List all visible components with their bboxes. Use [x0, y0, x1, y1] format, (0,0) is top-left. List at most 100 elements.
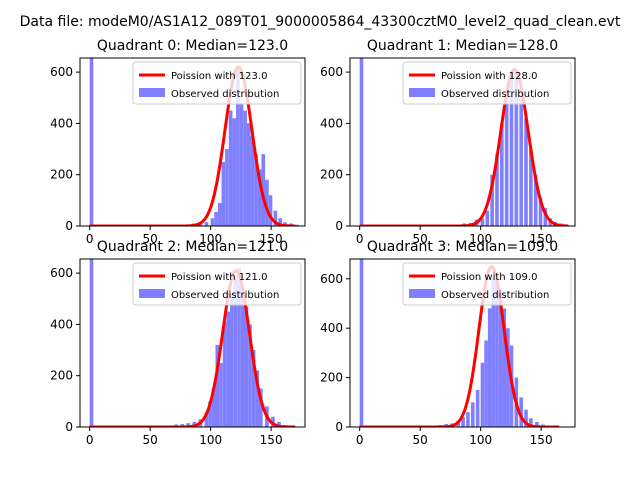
histogram-bar [239, 102, 244, 226]
y-tick-label: 200 [320, 168, 343, 182]
y-tick-label: 600 [320, 272, 343, 286]
histogram-bar [210, 218, 215, 226]
legend-box [402, 262, 572, 306]
histogram-bar [243, 110, 247, 226]
legend-entry-observed: Observed distribution [441, 89, 549, 100]
legend-bar-swatch [409, 289, 435, 298]
histogram-bar [524, 409, 528, 427]
histogram-bar [283, 222, 287, 226]
histogram-bar [533, 174, 538, 226]
x-tick-label: 100 [199, 433, 222, 447]
histogram-bar [222, 321, 227, 427]
histogram-bar [487, 308, 492, 427]
histogram-bar [265, 179, 269, 226]
quadrant-2-plot-area [89, 259, 296, 427]
histogram-bar [519, 397, 523, 427]
legend-entry-fit: Poission with 128.0 [441, 71, 537, 82]
histogram-bar [466, 412, 470, 427]
histogram-bar [538, 197, 543, 226]
histogram-bar [219, 362, 223, 427]
x-tick-label: 50 [143, 433, 158, 447]
histogram-bar [490, 174, 494, 226]
histogram-bar [485, 210, 490, 226]
histogram-bar [475, 389, 480, 427]
y-tick-label: 200 [50, 168, 73, 182]
legend: Poission with 123.0 Observed distribution [132, 61, 302, 105]
x-tick-label: 0 [356, 232, 364, 246]
histogram-bar [208, 401, 212, 427]
legend: Poission with 121.0 Observed distribution [132, 262, 302, 306]
histogram-bar [535, 422, 539, 427]
histogram-bar [244, 306, 249, 427]
histogram-bar [248, 324, 252, 427]
y-tick-label: 400 [50, 116, 73, 130]
x-tick-label: 150 [260, 232, 283, 246]
x-tick-label: 100 [469, 433, 492, 447]
histogram-bar [495, 278, 499, 427]
legend-bar-swatch [139, 88, 165, 97]
x-tick-label: 100 [199, 232, 222, 246]
histogram-bar [250, 136, 255, 226]
histogram-bar [491, 278, 496, 427]
x-tick-label: 150 [260, 433, 283, 447]
legend-entry-observed: Observed distribution [171, 290, 279, 301]
histogram-bar [217, 202, 222, 226]
histogram-bar [480, 362, 485, 427]
histogram-bar [268, 195, 273, 226]
histogram-bar [500, 123, 504, 226]
histogram-bar [228, 110, 233, 226]
histogram-bar [214, 211, 218, 226]
quadrant-1-plot-area [359, 58, 569, 226]
histogram-bar [506, 328, 510, 427]
legend-box [402, 61, 572, 105]
x-tick-label: 150 [530, 232, 553, 246]
x-tick-label: 50 [413, 433, 428, 447]
y-tick-label: 600 [320, 65, 343, 79]
histogram-bar [259, 388, 263, 427]
histogram-bar [273, 210, 278, 226]
histogram-bar [543, 208, 548, 226]
legend-bar-swatch [139, 289, 165, 298]
figure-suptitle: Data file: modeM0/AS1A12_089T01_90000058… [20, 14, 621, 30]
histogram-bar [504, 92, 509, 226]
histogram-bar [233, 278, 238, 427]
histogram-bar [519, 97, 523, 226]
legend-entry-fit: Poission with 121.0 [171, 272, 267, 283]
histogram-bar [261, 154, 266, 226]
x-tick-label: 0 [356, 433, 364, 447]
histogram-bar [509, 72, 514, 226]
y-tick-label: 0 [335, 420, 343, 434]
y-tick-label: 200 [50, 369, 73, 383]
histogram-bar [461, 417, 465, 427]
histogram-bar [251, 350, 256, 427]
axes-frame [79, 57, 306, 227]
histogram-bar [186, 423, 191, 427]
legend-entry-observed: Observed distribution [441, 290, 549, 301]
legend-entry-observed: Observed distribution [171, 89, 279, 100]
histogram-bar [278, 218, 283, 226]
histogram-bar [524, 118, 528, 226]
poisson-fit-line [89, 269, 296, 427]
histogram-bar [484, 340, 488, 427]
histogram-bar [221, 161, 226, 226]
x-tick-label: 0 [86, 433, 94, 447]
histogram-bar [529, 418, 533, 427]
x-tick-label: 0 [86, 232, 94, 246]
histogram-bar [529, 149, 533, 226]
histogram-bar [498, 288, 503, 427]
histogram-bar [255, 370, 260, 427]
x-tick-label: 50 [143, 232, 158, 246]
histogram-bar [514, 69, 519, 226]
histogram-bar [295, 224, 299, 226]
histogram-bar [204, 412, 209, 427]
quadrant-3-title: Quadrant 3: Median=109.0 [367, 239, 558, 255]
quadrant-2-title: Quadrant 2: Median=121.0 [97, 239, 288, 255]
quadrant-1-title: Quadrant 1: Median=128.0 [367, 38, 558, 54]
histogram-bar [226, 311, 230, 427]
x-tick-label: 150 [530, 433, 553, 447]
histogram-bar [230, 293, 234, 427]
axes-frame [79, 258, 306, 428]
quadrant-0-panel: Quadrant 0: Median=123.0 0 50 100 150 0 200 400… [50, 38, 306, 246]
histogram-bar [277, 421, 281, 427]
